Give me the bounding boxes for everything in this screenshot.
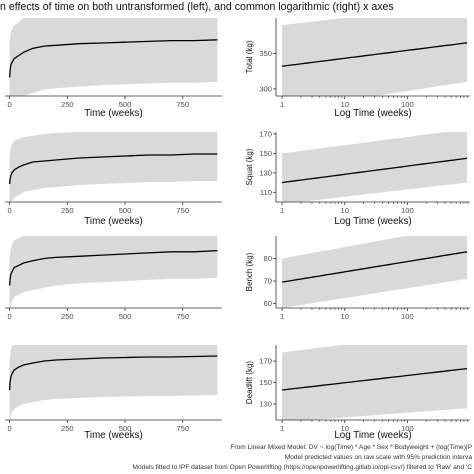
panel-total-linear: 0 250 500 750 Time (weeks) [5,18,222,119]
prediction-interval-band [9,132,218,202]
x-tick-label: 10 [340,424,348,433]
x-tick-label: 10 [340,206,348,215]
x-tick-label: 10 [340,100,348,109]
x-tick-label: 500 [119,100,132,109]
predicted-line [8,153,218,185]
prediction-interval-band [282,18,468,96]
y-axis-label: Total (kg) [245,40,254,73]
predicted-line [282,367,468,391]
prediction-interval-band [9,18,218,96]
x-tick-label: 0 [7,206,11,215]
caption-dataset: Models fitted to IPF dataset from Open P… [132,464,473,471]
panel-squat-linear: 0 250 500 750 Time (weeks) [5,132,222,227]
x-tick-label: 250 [61,206,74,215]
y-tick-label: 110 [260,188,272,197]
y-tick-label: 150 [259,378,272,387]
x-tick-label: 750 [176,100,189,109]
caption-prediction: Model predicted values on raw scale with… [284,454,472,461]
y-tick-label: 130 [259,400,272,409]
figure-title: n effects of time on both untransformed … [0,1,394,13]
x-tick-label: 10 [340,312,348,321]
x-tick-label: 1 [280,424,284,433]
y-tick-label: 170 [259,357,272,366]
predicted-line [8,249,218,286]
x-tick-label: 750 [176,312,189,321]
prediction-interval-band [282,132,468,202]
x-tick-label: 0 [7,312,11,321]
x-axis-label: Time (weeks) [84,216,142,227]
predicted-line [8,39,218,78]
x-tick-label: 1 [280,312,284,321]
panel-deadlift-log: 1 10 100 130 150 170 Log Time (weeks) Deadlift … [245,345,470,441]
y-tick-label: 350 [259,49,272,58]
x-tick-label: 0 [7,424,11,433]
x-tick-label: 100 [401,206,414,215]
x-tick-label: 250 [61,312,74,321]
predicted-line [282,42,468,67]
y-tick-label: 170 [259,130,272,139]
panel-total-log: 1 10 100 300 350 Log Time (weeks) Total (kg) [245,18,470,119]
y-tick-label: 300 [259,85,272,94]
x-tick-label: 100 [401,424,414,433]
y-axis-label: Squat (kg) [245,148,254,185]
x-axis-label: Time (weeks) [84,108,142,119]
x-tick-label: 100 [401,312,414,321]
x-tick-label: 250 [61,100,74,109]
x-axis-label: Log Time (weeks) [334,216,411,227]
predicted-line [282,251,468,283]
x-tick-label: 500 [119,312,132,321]
prediction-interval-band [282,236,468,308]
x-tick-label: 0 [7,100,11,109]
y-tick-label: 70 [264,277,272,286]
y-tick-label: 130 [259,168,272,177]
x-tick-label: 750 [176,206,189,215]
y-axis-label: Deadlift (kg) [245,361,254,404]
y-tick-label: 150 [259,149,272,158]
prediction-interval-band [9,345,218,420]
caption-model: From Linear Mixed Model: DV ~ log(Time) … [230,444,472,451]
x-axis-label: Log Time (weeks) [334,108,411,119]
x-tick-label: 500 [119,424,132,433]
predicted-line [8,355,218,391]
predicted-line [282,157,468,184]
y-tick-label: 60 [264,299,272,308]
panel-bench-linear: 0 250 500 750 [5,236,222,321]
y-tick-label: 80 [264,254,272,263]
prediction-interval-band [9,236,218,308]
x-tick-label: 750 [176,424,189,433]
x-tick-label: 250 [61,424,74,433]
panel-bench-log: 1 10 100 60 70 80 Bench (kg) [245,236,470,321]
x-tick-label: 100 [401,100,414,109]
x-axis-label: Log Time (weeks) [334,430,411,441]
x-tick-label: 500 [119,206,132,215]
x-tick-label: 1 [280,206,284,215]
panel-deadlift-linear: 0 250 500 750 Time (weeks) [5,345,222,441]
x-axis-label: Time (weeks) [84,430,142,441]
y-axis-label: Bench (kg) [245,252,254,291]
prediction-interval-band [282,345,468,420]
x-tick-label: 1 [280,100,284,109]
